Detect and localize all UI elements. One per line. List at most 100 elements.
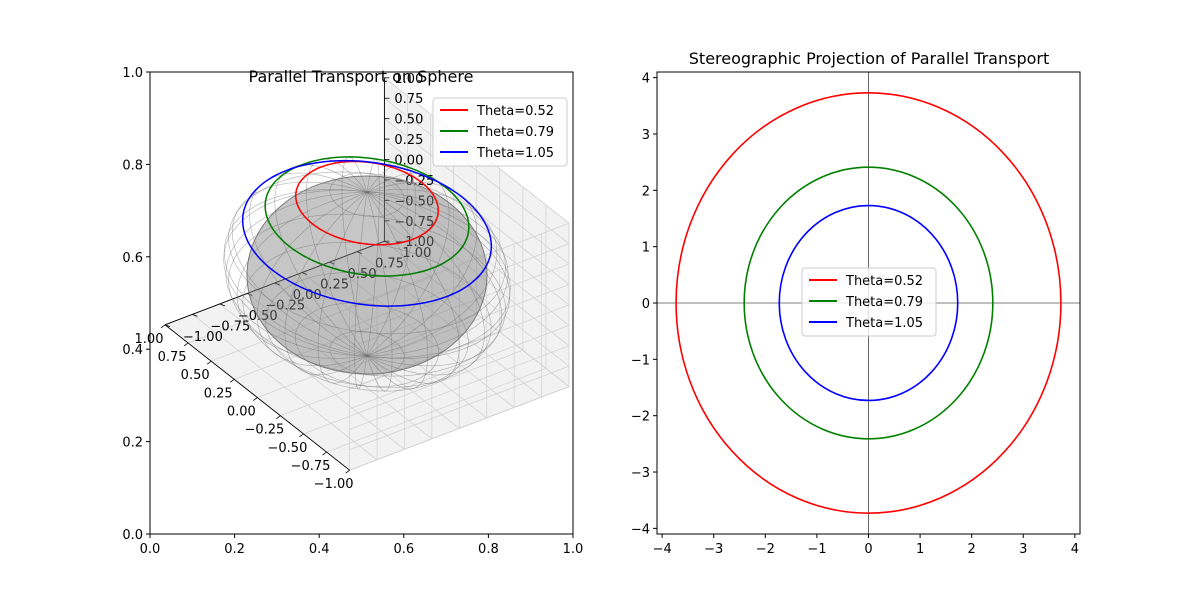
x-tick-label: 0.25 bbox=[204, 386, 233, 401]
y-tick-label: −4 bbox=[631, 522, 650, 537]
x-tick-mark bbox=[299, 433, 304, 438]
stereographic-panel: Stereographic Projection of Parallel Tra… bbox=[631, 49, 1081, 557]
x-tick-mark bbox=[276, 415, 281, 419]
x-tick-mark bbox=[253, 397, 258, 401]
frame-x-tick-label: 0.0 bbox=[140, 542, 161, 557]
frame-x-tick-label: 0.4 bbox=[309, 542, 330, 557]
frame-x-ticks: 0.0 0.2 0.4 0.6 0.8 1.0 bbox=[140, 534, 584, 557]
frame-y-tick-label: 0.6 bbox=[122, 251, 143, 266]
x-tick-label: −0.50 bbox=[268, 441, 308, 456]
y-tick-label: 0.25 bbox=[320, 278, 349, 293]
right-chart-title: Stereographic Projection of Parallel Tra… bbox=[689, 49, 1049, 68]
x-tick-label: −3 bbox=[704, 542, 723, 557]
y-tick-label: −2 bbox=[631, 410, 650, 425]
x-tick-label: 1 bbox=[916, 542, 924, 557]
z-tick-label: 0.75 bbox=[394, 92, 423, 107]
z-tick-label: −1.00 bbox=[394, 235, 434, 250]
left-legend-label-1: Theta=0.79 bbox=[476, 125, 554, 140]
right-legend-label-0: Theta=0.52 bbox=[845, 274, 923, 289]
grid-line bbox=[349, 386, 570, 471]
grid-line bbox=[349, 222, 570, 308]
x-tick-label: −2 bbox=[756, 542, 775, 557]
right-legend: Theta=0.52 Theta=0.79 Theta=1.05 bbox=[801, 267, 937, 337]
sphere-curve-0 bbox=[295, 160, 439, 246]
sphere-curves bbox=[241, 156, 493, 307]
sphere-curve-1 bbox=[264, 156, 470, 277]
frame-x-tick-label: 0.6 bbox=[393, 542, 414, 557]
left-legend-label-0: Theta=0.52 bbox=[476, 104, 554, 119]
sphere-3d-panel: 0.0 0.2 0.4 0.6 0.8 1.0 0.0 0.2 0.4 0.6 0.8 1.0 −1… bbox=[122, 66, 583, 557]
x-tick-label: −1.00 bbox=[314, 477, 354, 492]
right-legend-box bbox=[801, 267, 937, 337]
x-tick-label: −4 bbox=[653, 542, 672, 557]
x-tick-mark bbox=[183, 342, 189, 347]
y-tick-mark bbox=[192, 313, 198, 317]
y-tick-mark bbox=[219, 303, 225, 307]
x-tick-label: 0.00 bbox=[227, 405, 256, 420]
frame-x-tick-label: 1.0 bbox=[563, 542, 584, 557]
frame-2d-axes bbox=[149, 71, 574, 535]
grid-line bbox=[234, 295, 454, 380]
x-tick-label: 3 bbox=[1019, 542, 1027, 557]
x-tick-label: −0.25 bbox=[244, 423, 284, 438]
y-tick-mark bbox=[301, 272, 308, 275]
left-legend-label-2: Theta=1.05 bbox=[476, 146, 554, 161]
right-legend-label-2: Theta=1.05 bbox=[845, 316, 923, 331]
x-tick-label: 0.75 bbox=[158, 350, 187, 365]
projection-circle-0 bbox=[675, 92, 1062, 514]
x-tick-mark bbox=[206, 360, 212, 365]
x-tick-label: 4 bbox=[1071, 542, 1079, 557]
y-tick-label: −0.75 bbox=[210, 319, 250, 334]
x-tick-mark bbox=[322, 451, 327, 456]
y-tick-label: −3 bbox=[631, 466, 650, 481]
x-ticks: −4 −3 −2 −1 0 1 2 3 4 bbox=[653, 534, 1079, 557]
x-tick-label: −1 bbox=[807, 542, 826, 557]
frame-y-tick-label: 0.0 bbox=[122, 528, 143, 543]
x-tick-mark bbox=[160, 324, 166, 329]
x-tick-mark bbox=[345, 469, 350, 474]
projection-circle-1 bbox=[743, 166, 994, 440]
left-legend-box bbox=[432, 97, 568, 167]
projection-circles bbox=[675, 92, 1062, 514]
plot-frame bbox=[656, 71, 1081, 535]
frame-y-tick-label: 1.0 bbox=[122, 66, 143, 81]
frame-y-tick-label: 0.2 bbox=[122, 436, 143, 451]
y-tick-label: 0 bbox=[642, 297, 650, 312]
y-tick-label: 2 bbox=[642, 184, 650, 199]
left-chart-title: Parallel Transport on Sphere bbox=[249, 67, 474, 86]
x-tick-mark bbox=[229, 379, 235, 383]
frame-y-ticks: 0.0 0.2 0.4 0.6 0.8 1.0 bbox=[122, 66, 150, 543]
grid-line bbox=[384, 97, 570, 244]
frame-x-tick-label: 0.2 bbox=[224, 542, 245, 557]
y-tick-mark bbox=[164, 324, 171, 328]
x-tick-label: 2 bbox=[968, 542, 976, 557]
frame-y-tick-label: 0.4 bbox=[122, 343, 143, 358]
sphere-curve-2 bbox=[241, 159, 493, 307]
right-legend-label-1: Theta=0.79 bbox=[845, 295, 923, 310]
x-tick-label: 0 bbox=[864, 542, 872, 557]
x-tick-label: 1.00 bbox=[135, 332, 164, 347]
x-tick-label: 0.50 bbox=[181, 368, 210, 383]
y-tick-mark bbox=[384, 240, 390, 244]
y-tick-label: 1 bbox=[642, 241, 650, 256]
grid-line bbox=[349, 284, 570, 369]
y-tick-mark bbox=[356, 251, 363, 255]
grid-line bbox=[329, 261, 515, 408]
y-tick-label: 3 bbox=[642, 128, 650, 143]
z-tick-label: 0.50 bbox=[394, 113, 423, 128]
frame-y-tick-label: 0.8 bbox=[122, 158, 143, 173]
y-tick-mark bbox=[274, 282, 280, 286]
grid-line bbox=[384, 118, 570, 265]
grid-line bbox=[349, 243, 570, 328]
z-tick-label: 1.00 bbox=[394, 72, 423, 87]
frame-x-tick-label: 0.8 bbox=[478, 542, 499, 557]
y-tick-label: −1 bbox=[631, 353, 650, 368]
z-tick-label: 0.25 bbox=[394, 133, 423, 148]
y-tick-label: −1.00 bbox=[183, 330, 223, 345]
left-legend: Theta=0.52 Theta=0.79 Theta=1.05 bbox=[432, 97, 568, 167]
grid-line bbox=[384, 240, 570, 387]
y-ticks: −4 −3 −2 −1 0 1 2 3 4 bbox=[631, 72, 657, 537]
z-tick-label: 0.00 bbox=[394, 154, 423, 169]
grid-line bbox=[211, 277, 431, 362]
